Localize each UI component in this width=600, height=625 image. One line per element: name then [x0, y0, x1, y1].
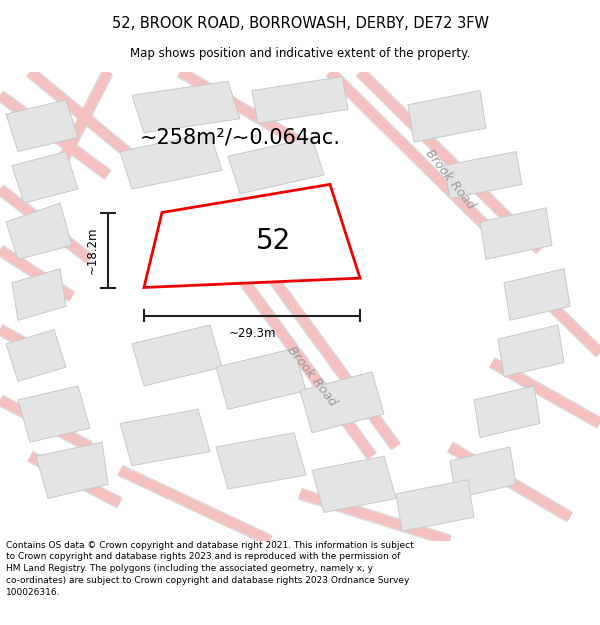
- Text: 52: 52: [256, 227, 290, 254]
- Polygon shape: [132, 325, 222, 386]
- Polygon shape: [120, 132, 222, 189]
- Polygon shape: [504, 269, 570, 320]
- Text: Contains OS data © Crown copyright and database right 2021. This information is : Contains OS data © Crown copyright and d…: [6, 541, 414, 597]
- Text: ~29.3m: ~29.3m: [228, 328, 276, 341]
- Polygon shape: [144, 184, 360, 288]
- Polygon shape: [300, 372, 384, 432]
- Polygon shape: [444, 151, 522, 199]
- Polygon shape: [408, 91, 486, 142]
- Polygon shape: [12, 269, 66, 320]
- Polygon shape: [480, 208, 552, 259]
- Polygon shape: [216, 349, 306, 409]
- Text: 52, BROOK ROAD, BORROWASH, DERBY, DE72 3FW: 52, BROOK ROAD, BORROWASH, DERBY, DE72 3…: [112, 16, 488, 31]
- Polygon shape: [450, 447, 516, 499]
- Text: ~258m²/~0.064ac.: ~258m²/~0.064ac.: [139, 127, 341, 148]
- Polygon shape: [252, 76, 348, 124]
- Polygon shape: [6, 100, 78, 151]
- Text: Brook Road: Brook Road: [285, 344, 339, 409]
- Polygon shape: [36, 442, 108, 499]
- Polygon shape: [6, 203, 72, 259]
- Text: Map shows position and indicative extent of the property.: Map shows position and indicative extent…: [130, 47, 470, 60]
- Polygon shape: [216, 432, 306, 489]
- Polygon shape: [132, 81, 240, 132]
- Polygon shape: [498, 325, 564, 376]
- Polygon shape: [474, 386, 540, 438]
- Polygon shape: [18, 386, 90, 442]
- Polygon shape: [120, 409, 210, 466]
- Polygon shape: [12, 151, 78, 203]
- Polygon shape: [312, 456, 396, 512]
- Text: ~18.2m: ~18.2m: [86, 226, 99, 274]
- Text: Brook Road: Brook Road: [423, 148, 477, 212]
- Polygon shape: [228, 138, 324, 194]
- Polygon shape: [6, 330, 66, 381]
- Polygon shape: [396, 480, 474, 531]
